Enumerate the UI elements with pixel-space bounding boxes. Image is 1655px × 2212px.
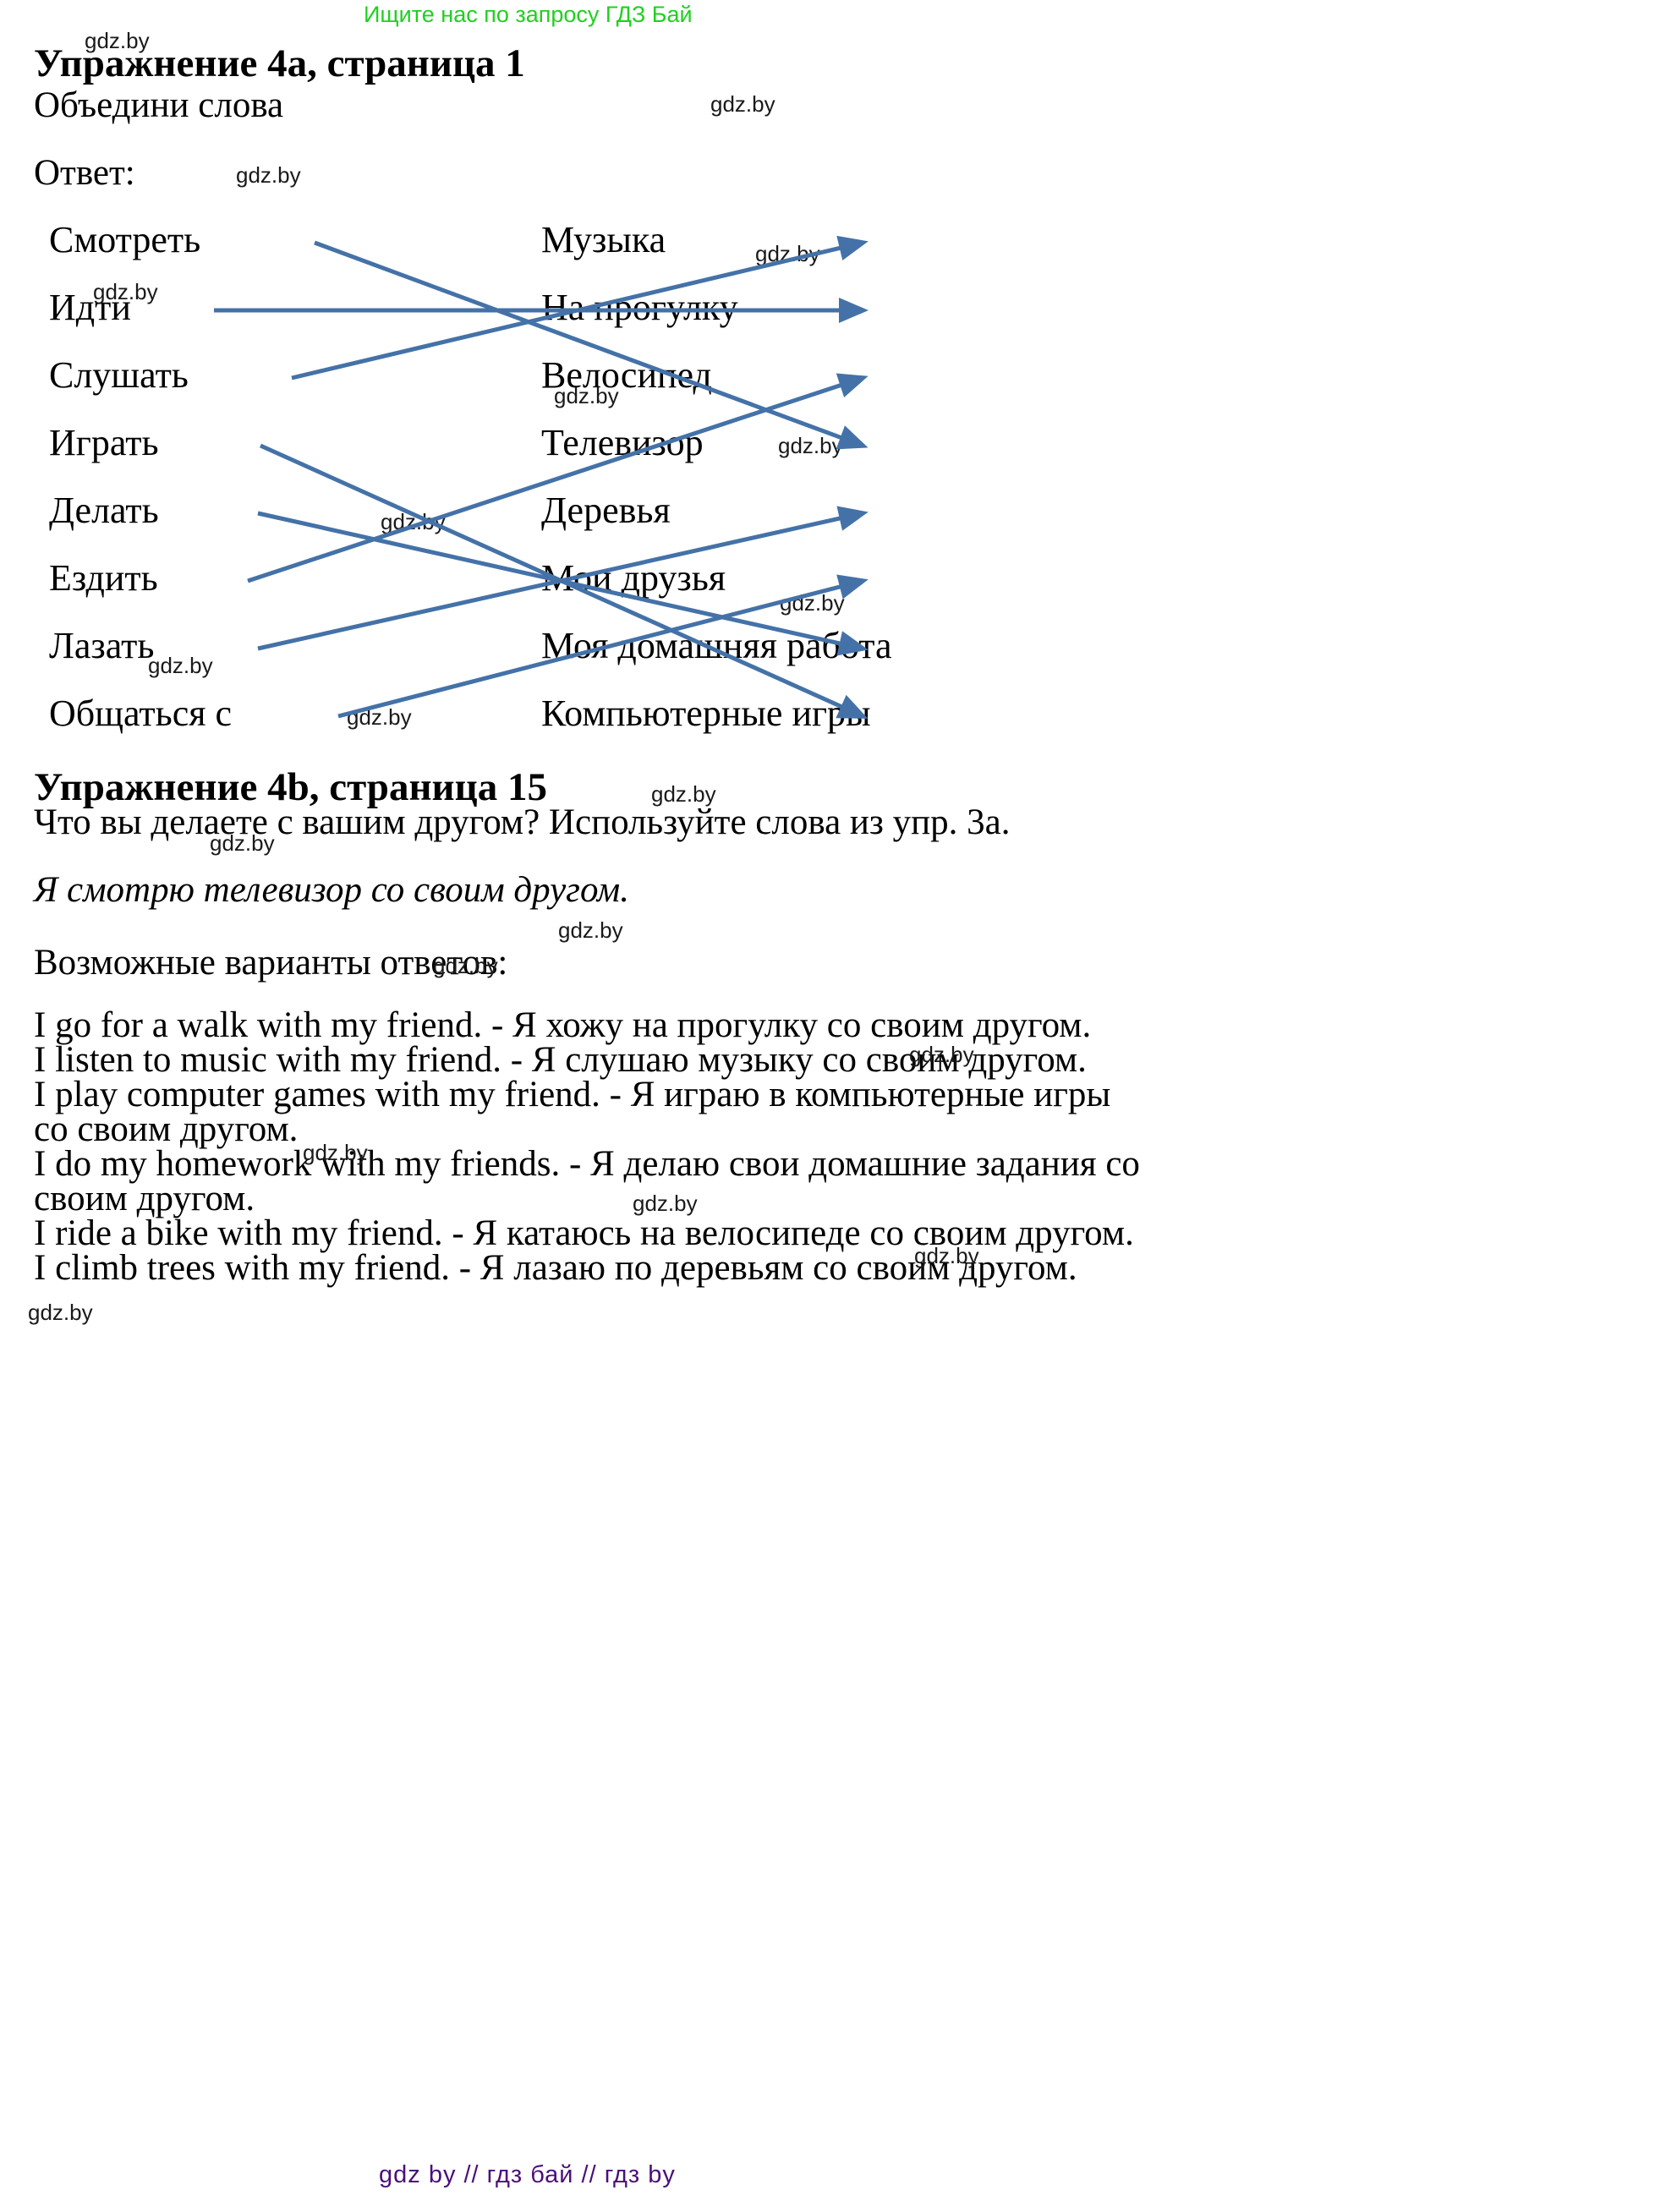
match-left-item-3[interactable]: Играть	[49, 422, 159, 463]
watermark-16: gdz.by	[303, 1140, 368, 1165]
watermark-7: gdz.by	[381, 509, 446, 534]
exercise-b-answer-line-3: со своим другом.	[34, 1109, 299, 1149]
connector-Смотреть-to-Телевизор	[314, 240, 869, 450]
match-right-item-3[interactable]: Телевизор	[541, 422, 704, 463]
match-right-item-0[interactable]: Музыка	[541, 219, 666, 260]
exercise-b-answer-line-6: I ride a bike with my friend. - Я катаюс…	[34, 1213, 1134, 1253]
watermark-17: gdz.by	[633, 1191, 698, 1216]
exercise-b-example: Я смотрю телевизор со своим другом.	[34, 870, 629, 910]
watermark-11: gdz.by	[651, 781, 716, 807]
watermark-19: gdz.by	[28, 1300, 93, 1325]
match-left-item-1[interactable]: Идти	[49, 287, 131, 328]
match-left-item-4[interactable]: Делать	[49, 490, 159, 531]
watermark-5: gdz.by	[554, 383, 619, 408]
watermark-0: gdz.by	[85, 28, 150, 53]
watermark-9: gdz.by	[148, 653, 213, 678]
watermark-3: gdz.by	[755, 241, 820, 266]
exercise-b-title: Упражнение 4b, страница 15	[34, 765, 547, 809]
exercise-a-instruction: Объедини слова	[34, 85, 284, 125]
watermark-4: gdz.by	[93, 279, 158, 304]
watermark-18: gdz.by	[914, 1243, 979, 1268]
watermark-6: gdz.by	[778, 433, 843, 458]
match-left-item-6[interactable]: Лазать	[49, 625, 155, 666]
watermark-13: gdz.by	[558, 917, 623, 943]
match-right-item-4[interactable]: Деревья	[541, 490, 671, 531]
exercise-b-answer-line-1: I listen to music with my friend. - Я сл…	[34, 1040, 1087, 1080]
watermark-10: gdz.by	[347, 704, 412, 730]
top-promo-banner: Ищите нас по запросу ГДЗ Бай	[364, 2, 693, 27]
match-left-item-2[interactable]: Слушать	[49, 354, 189, 396]
watermark-12: gdz.by	[210, 830, 275, 856]
exercise-b-answer-line-2: I play computer games with my friend. - …	[34, 1075, 1111, 1114]
match-left-item-0[interactable]: Смотреть	[49, 219, 201, 260]
watermark-1: gdz.by	[710, 91, 775, 117]
match-right-item-7[interactable]: Компьютерные игры	[541, 693, 871, 734]
match-left-item-7[interactable]: Общаться с	[49, 693, 233, 734]
watermark-15: gdz.by	[909, 1042, 974, 1067]
watermark-8: gdz.by	[780, 590, 845, 616]
exercise-b-answer-line-0: I go for a walk with my friend. - Я хожу…	[34, 1005, 1092, 1045]
bottom-promo-banner: gdz by // гдз бай // гдз by	[379, 2161, 676, 2188]
watermark-14: gdz.by	[433, 953, 498, 978]
match-right-item-5[interactable]: Мои друзья	[541, 557, 726, 599]
exercise-b-answer-line-7: I climb trees with my friend. - Я лазаю …	[34, 1248, 1077, 1288]
exercise-b-answers-label: Возможные варианты ответов:	[34, 943, 508, 983]
watermark-2: gdz.by	[236, 162, 301, 188]
exercise-b-instruction: Что вы делаете с вашим другом? Используй…	[34, 802, 1011, 842]
match-right-item-1[interactable]: На прогулку	[541, 287, 738, 328]
exercise-b-answer-line-5: своим другом.	[34, 1179, 255, 1218]
exercise-a-title: Упражнение 4a, страница 1	[34, 41, 525, 85]
exercise-a-answer-label: Ответ:	[34, 153, 135, 193]
exercise-b-answer-line-4: I do my homework with my friends. - Я де…	[34, 1144, 1140, 1184]
match-left-item-5[interactable]: Ездить	[49, 557, 158, 599]
match-right-item-6[interactable]: Моя домашняя работа	[541, 625, 892, 666]
